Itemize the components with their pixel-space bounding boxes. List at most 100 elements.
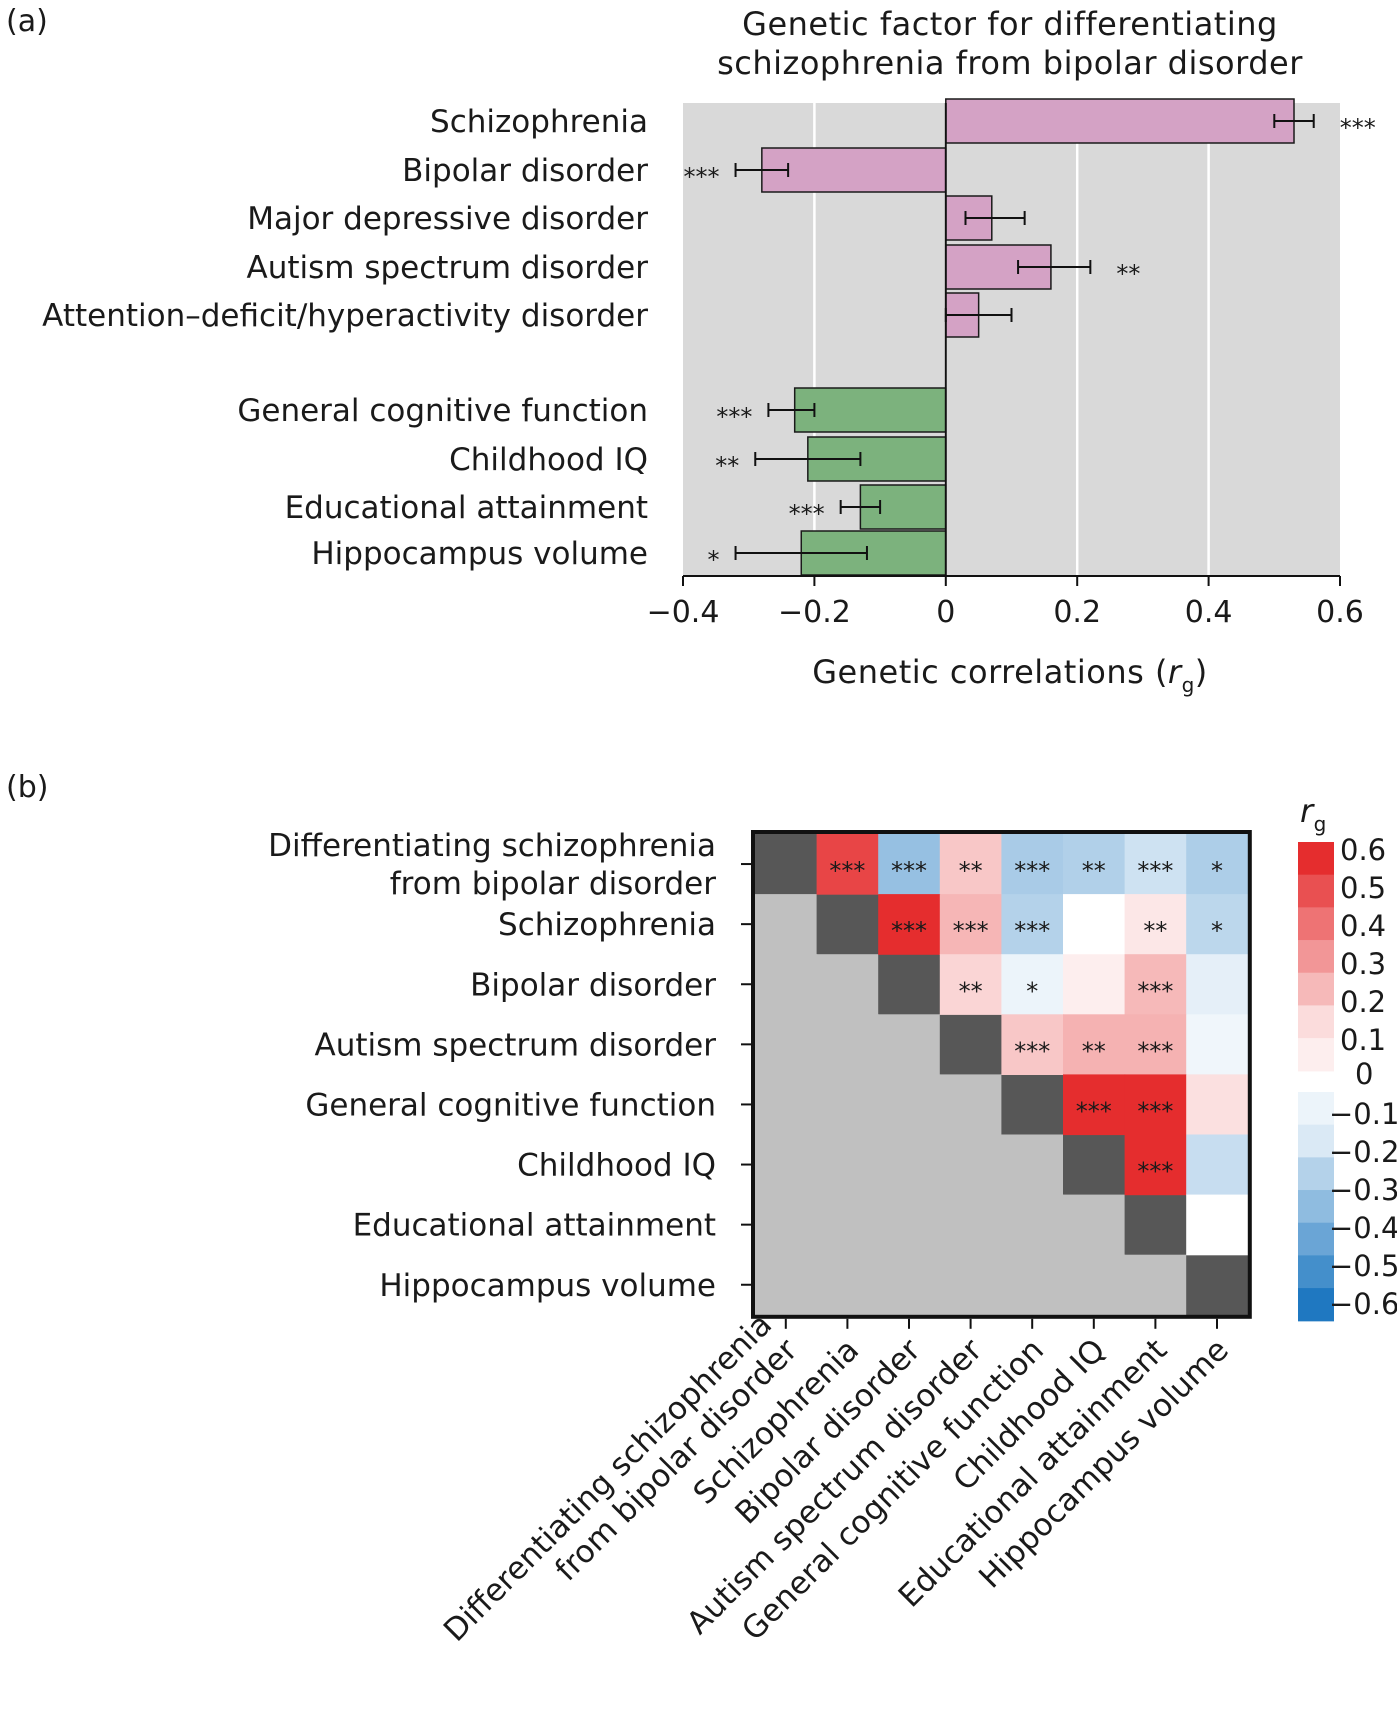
heatmap-cell-2-7 xyxy=(1186,954,1249,1015)
diagonal-cell-7 xyxy=(1186,1254,1249,1316)
category-label-5: General cognitive function xyxy=(237,393,648,429)
lower-cell-5-4 xyxy=(1001,1134,1064,1196)
colorbar-tick-pos-0: 0.6 xyxy=(1340,833,1386,867)
heatmap-cell-0-3 xyxy=(939,834,1002,895)
colorbar-tick-neg-3: −0.4 xyxy=(1329,1211,1397,1245)
row-label-6-line-0: Educational attainment xyxy=(353,1208,716,1244)
heatmap-sig-2-4: * xyxy=(1026,977,1038,1005)
colorbar-tick-pos-4: 0.2 xyxy=(1340,985,1386,1019)
heatmap-sig-5-6: *** xyxy=(1137,1158,1173,1186)
lower-cell-3-0 xyxy=(755,1014,818,1075)
colorbar-tick-neg-5: −0.6 xyxy=(1329,1287,1397,1321)
heatmap-sig-2-3: ** xyxy=(959,977,983,1005)
row-label-5: Childhood IQ xyxy=(517,1148,716,1184)
x-axis-label-var: r xyxy=(1168,653,1183,691)
panel-b-label: (b) xyxy=(6,770,48,805)
error-bar-8 xyxy=(734,546,868,560)
heatmap-cell-1-4 xyxy=(1001,894,1064,955)
significance-3: ** xyxy=(1116,260,1140,288)
x-tick-label-3: 0.2 xyxy=(1053,595,1101,630)
x-axis-label-sub: g xyxy=(1182,673,1195,697)
panel-b: (b) *** *** ** *** ** *** **** *** *** ** *** * ****… xyxy=(6,770,1397,1649)
lower-cell-7-1 xyxy=(816,1254,879,1316)
lower-cell-7-3 xyxy=(939,1254,1002,1316)
heatmap-sig-1-3: *** xyxy=(953,917,989,945)
heatmap-sig-0-1: *** xyxy=(829,857,865,885)
heatmap-sig-3-6: *** xyxy=(1137,1037,1173,1065)
lower-cell-4-1 xyxy=(816,1074,879,1136)
diagonal-cell-5 xyxy=(1063,1134,1126,1196)
colorbar-title-var: r xyxy=(1300,792,1315,830)
colorbar-neg-block-1 xyxy=(1298,1124,1334,1158)
colorbar-pos-block-1 xyxy=(1298,874,1334,908)
heatmap-cell-2-6 xyxy=(1124,954,1187,1015)
lower-cell-2-1 xyxy=(816,954,879,1015)
heatmap-cell-4-5 xyxy=(1063,1074,1126,1136)
diagonal-cell-2 xyxy=(878,954,941,1015)
diagonal-cell-0 xyxy=(755,834,818,895)
lower-cell-2-0 xyxy=(755,954,818,1015)
bar-1 xyxy=(761,147,947,193)
colorbar-tick-neg-4: −0.5 xyxy=(1329,1249,1397,1283)
significance-1: *** xyxy=(684,163,720,191)
heatmap-cell-5-7 xyxy=(1186,1134,1249,1196)
colorbar-pos-block-6 xyxy=(1298,1038,1334,1072)
colorbar-title-sub: g xyxy=(1314,812,1327,836)
lower-cell-6-1 xyxy=(816,1194,879,1256)
category-label-0: Schizophrenia xyxy=(430,104,648,140)
row-label-6: Educational attainment xyxy=(353,1208,716,1244)
lower-cell-4-0 xyxy=(755,1074,818,1136)
colorbar-blocks xyxy=(1298,842,1334,1322)
colorbar-tick-zero: 0 xyxy=(1355,1057,1373,1091)
heatmap-sig-4-5: *** xyxy=(1076,1097,1112,1125)
diagonal-cell-3 xyxy=(939,1014,1002,1075)
heatmap-sig-0-3: ** xyxy=(959,857,983,885)
row-label-2: Bipolar disorder xyxy=(470,967,716,1003)
significance-6: ** xyxy=(715,452,739,480)
colorbar-neg-block-6 xyxy=(1298,1288,1334,1322)
row-label-3: Autism spectrum disorder xyxy=(315,1027,717,1063)
x-axis-label: Genetic correlations (rg) xyxy=(812,653,1208,697)
heatmap-sig-1-7: * xyxy=(1211,917,1223,945)
error-bar-5 xyxy=(767,403,816,417)
bar-0 xyxy=(945,98,1295,144)
x-tick-label-4: 0.4 xyxy=(1185,595,1233,630)
row-label-7-line-0: Hippocampus volume xyxy=(379,1268,716,1304)
heatmap-col-labels: Differentiating schizophreniafrom bipola… xyxy=(437,1307,1236,1649)
lower-cell-6-4 xyxy=(1001,1194,1064,1256)
heatmap-sig-0-7: * xyxy=(1211,857,1223,885)
row-label-4: General cognitive function xyxy=(305,1087,716,1123)
heatmap-sig-1-2: *** xyxy=(891,917,927,945)
heatmap-cell-0-1 xyxy=(816,834,879,895)
significance-8: * xyxy=(708,546,720,574)
heatmap-cell-1-3 xyxy=(939,894,1002,955)
colorbar-tick-neg-2: −0.3 xyxy=(1329,1173,1397,1207)
x-axis-label-close: ) xyxy=(1195,653,1208,691)
colorbar-neg-block-2 xyxy=(1298,1157,1334,1191)
lower-cell-6-3 xyxy=(939,1194,1002,1256)
colorbar-tick-pos-5: 0.1 xyxy=(1340,1023,1386,1057)
heatmap-cell-1-6 xyxy=(1124,894,1187,955)
heatmap-frame xyxy=(751,830,1252,1319)
error-bar-1 xyxy=(734,163,790,177)
row-label-4-line-0: General cognitive function xyxy=(305,1087,716,1123)
colorbar-ticks: 0.6 0.5 0.4 0.3 0.2 0.10 −0.1 −0.2 −0.3 −0.4 −0.5 −… xyxy=(1329,833,1397,1321)
lower-cell-5-2 xyxy=(878,1134,941,1196)
heatmap-sig-1-4: *** xyxy=(1014,917,1050,945)
row-label-3-line-0: Autism spectrum disorder xyxy=(315,1027,717,1063)
heatmap-sig-0-5: ** xyxy=(1082,857,1106,885)
diagonal-cell-1 xyxy=(816,894,879,955)
heatmap-sig-4-6: *** xyxy=(1137,1097,1173,1125)
heatmap-cells: *** *** ** *** ** *** **** *** *** ** *** * ****** **… xyxy=(755,834,1249,1316)
lower-cell-5-3 xyxy=(939,1134,1002,1196)
heatmap-cell-3-6 xyxy=(1124,1014,1187,1075)
heatmap-cell-3-7 xyxy=(1186,1014,1249,1075)
lower-cell-3-1 xyxy=(816,1014,879,1075)
heatmap-sig-0-4: *** xyxy=(1014,857,1050,885)
heatmap-cell-1-5 xyxy=(1063,894,1126,955)
x-tick-label-1: −0.2 xyxy=(778,595,851,630)
colorbar-title: rg xyxy=(1300,792,1327,836)
bar-5 xyxy=(793,387,947,433)
lower-cell-4-3 xyxy=(939,1074,1002,1136)
heatmap-cell-2-5 xyxy=(1063,954,1126,1015)
